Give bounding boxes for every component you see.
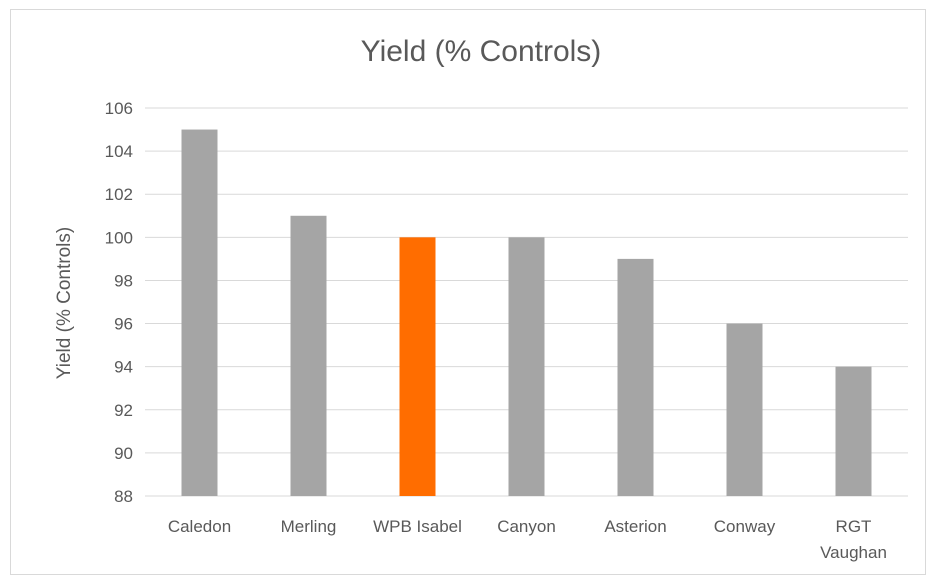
bar-wpb-isabel: [399, 237, 436, 497]
y-tick-label: 98: [114, 271, 133, 290]
bar-asterion: [617, 258, 654, 496]
y-tick-label: 96: [114, 315, 133, 334]
x-category-label: RGT Vaughan: [820, 517, 887, 562]
y-tick-label: 94: [114, 358, 133, 377]
x-category-label: Canyon: [497, 517, 556, 536]
chart-title: Yield (% Controls): [361, 35, 602, 68]
x-category-label: Caledon: [168, 517, 231, 536]
bar-rgt-vaughan: [835, 366, 872, 496]
y-axis-title: Yield (% Controls): [54, 227, 75, 379]
y-tick-label: 106: [105, 99, 133, 118]
x-category-label: Asterion: [604, 517, 666, 536]
gridlines: [145, 107, 908, 497]
bars: [181, 129, 872, 497]
y-axis-ticks: 88 90 92 94 96 98 100 102 104 106: [105, 99, 133, 506]
chart-frame: [10, 9, 926, 575]
x-category-label-line: RGT: [836, 517, 872, 536]
x-category-label-line: Canyon: [497, 517, 556, 536]
x-category-label: Merling: [281, 517, 337, 536]
x-category-label-line: Conway: [714, 517, 776, 536]
bar-merling: [290, 215, 327, 496]
y-tick-label: 90: [114, 444, 133, 463]
x-category-label-line: Vaughan: [820, 543, 887, 562]
x-axis-labels: Caledon Merling WPB Isabel Canyon Asterion Co…: [168, 517, 887, 562]
y-tick-label: 88: [114, 487, 133, 506]
y-tick-label: 100: [105, 228, 133, 247]
bar-caledon: [181, 129, 218, 497]
x-category-label-line: Merling: [281, 517, 337, 536]
x-category-label-line: Caledon: [168, 517, 231, 536]
y-tick-label: 92: [114, 401, 133, 420]
x-category-label: Conway: [714, 517, 776, 536]
x-category-label-line: WPB Isabel: [373, 517, 462, 536]
bar-canyon: [508, 237, 545, 497]
y-tick-label: 102: [105, 185, 133, 204]
x-category-label-line: Asterion: [604, 517, 666, 536]
bar-conway: [726, 323, 763, 496]
y-tick-label: 104: [105, 142, 133, 161]
x-category-label: WPB Isabel: [373, 517, 462, 536]
